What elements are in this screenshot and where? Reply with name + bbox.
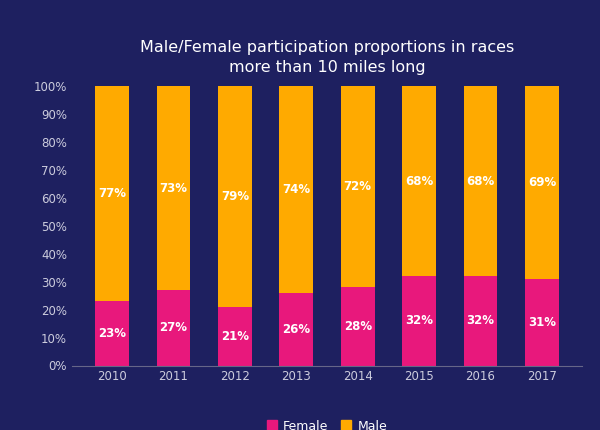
Bar [218, 307, 252, 366]
Bar [464, 276, 497, 366]
Bar [341, 86, 374, 287]
Text: 32%: 32% [405, 314, 433, 327]
Text: 26%: 26% [282, 322, 310, 336]
Text: 23%: 23% [98, 327, 126, 340]
Text: 28%: 28% [344, 320, 372, 333]
Bar [280, 86, 313, 293]
Text: 73%: 73% [160, 181, 187, 194]
Bar [402, 86, 436, 276]
Bar [525, 279, 559, 366]
Legend: Female, Male: Female, Male [262, 415, 392, 430]
Bar [525, 86, 559, 279]
Bar [218, 86, 252, 307]
Bar [280, 293, 313, 366]
Title: Male/Female participation proportions in races
more than 10 miles long: Male/Female participation proportions in… [140, 40, 514, 75]
Text: 72%: 72% [344, 180, 372, 193]
Bar [157, 290, 190, 366]
Text: 68%: 68% [405, 175, 433, 187]
Text: 68%: 68% [466, 175, 494, 187]
Text: 79%: 79% [221, 190, 249, 203]
Bar [95, 86, 129, 301]
Bar [95, 301, 129, 366]
Text: 21%: 21% [221, 330, 249, 343]
Text: 69%: 69% [528, 176, 556, 189]
Text: 31%: 31% [528, 316, 556, 329]
Text: 27%: 27% [160, 321, 187, 334]
Text: 74%: 74% [282, 183, 310, 196]
Bar [464, 86, 497, 276]
Text: 32%: 32% [467, 314, 494, 327]
Bar [157, 86, 190, 290]
Bar [402, 276, 436, 366]
Bar [341, 287, 374, 366]
Text: 77%: 77% [98, 187, 126, 200]
